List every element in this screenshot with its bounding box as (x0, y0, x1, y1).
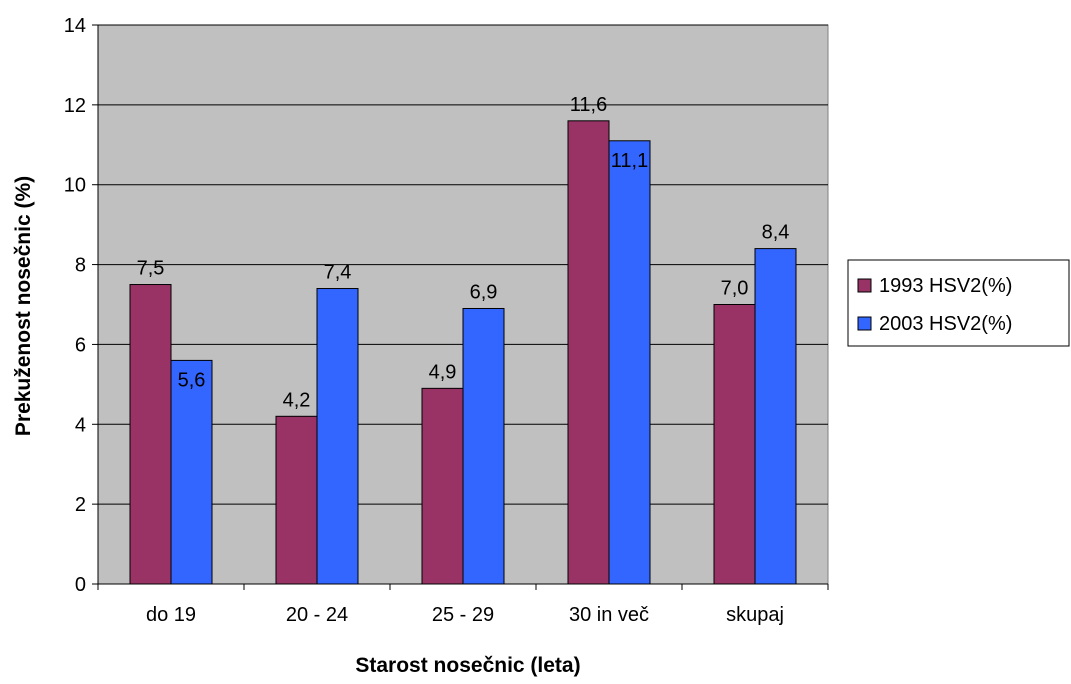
gridlines (98, 24, 828, 505)
data-label: 6,9 (470, 281, 498, 303)
data-label: 11,6 (570, 94, 607, 116)
y-tick-label: 4 (75, 414, 86, 436)
bar-1993-3 (567, 120, 610, 585)
y-tick-label: 2 (75, 494, 86, 516)
x-axis-title: Starost nosečnic (leta) (355, 654, 580, 677)
legend: 1993 HSV2(%) 2003 HSV2(%) (847, 259, 1070, 347)
data-labels: 7,5 5,6 4,2 7,4 4,9 6,9 11,6 11,1 7,0 8,4 (137, 94, 790, 411)
y-tick-label: 14 (64, 15, 86, 37)
y-tick-label: 12 (64, 95, 86, 117)
bar-1993-1 (275, 415, 318, 585)
data-label: 5,6 (178, 369, 206, 391)
data-label: 7,0 (721, 278, 749, 300)
x-tick-label: 20 - 24 (286, 604, 348, 626)
bars (129, 120, 797, 585)
data-label: 8,4 (762, 222, 790, 244)
y-tick-labels: 0 2 4 6 8 10 12 14 (64, 15, 86, 596)
x-tick-labels: do 19 20 - 24 25 - 29 30 in več skupaj (146, 604, 784, 626)
bar-1993-4 (713, 304, 756, 585)
data-label: 7,5 (137, 258, 165, 280)
legend-swatch-1993 (857, 278, 872, 293)
y-tick-label: 0 (75, 574, 86, 596)
data-label: 11,1 (611, 150, 648, 172)
bar-2003-2 (462, 307, 505, 585)
y-tick-label: 6 (75, 334, 86, 356)
bar-1993-2 (421, 387, 464, 585)
data-label: 4,9 (429, 361, 457, 383)
x-tick-label: skupaj (726, 604, 784, 626)
bar-2003-0 (170, 359, 213, 585)
x-tick-label: 30 in več (569, 604, 649, 626)
legend-label-2003: 2003 HSV2(%) (879, 313, 1012, 335)
axes (92, 24, 829, 590)
y-tick-label: 10 (64, 175, 86, 197)
legend-label-1993: 1993 HSV2(%) (879, 275, 1012, 297)
bar-2003-1 (316, 288, 359, 585)
data-label: 4,2 (283, 389, 311, 411)
x-tick-label: do 19 (146, 604, 196, 626)
legend-swatch-2003 (857, 316, 872, 331)
bar-1993-0 (129, 284, 172, 585)
bar-2003-4 (754, 248, 797, 585)
x-tick-label: 25 - 29 (432, 604, 494, 626)
y-axis-title: Prekuženost nosečnic (%) (12, 176, 35, 436)
y-tick-label: 8 (75, 255, 86, 277)
data-label: 7,4 (324, 262, 352, 284)
bar-2003-3 (608, 140, 651, 585)
legend-box (847, 259, 1070, 347)
